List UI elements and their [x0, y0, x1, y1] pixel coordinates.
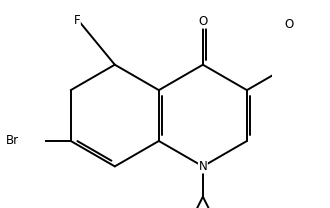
- Text: F: F: [74, 14, 80, 27]
- Text: N: N: [199, 160, 207, 173]
- Text: O: O: [198, 15, 208, 28]
- Text: Br: Br: [6, 135, 19, 147]
- Text: O: O: [284, 19, 293, 31]
